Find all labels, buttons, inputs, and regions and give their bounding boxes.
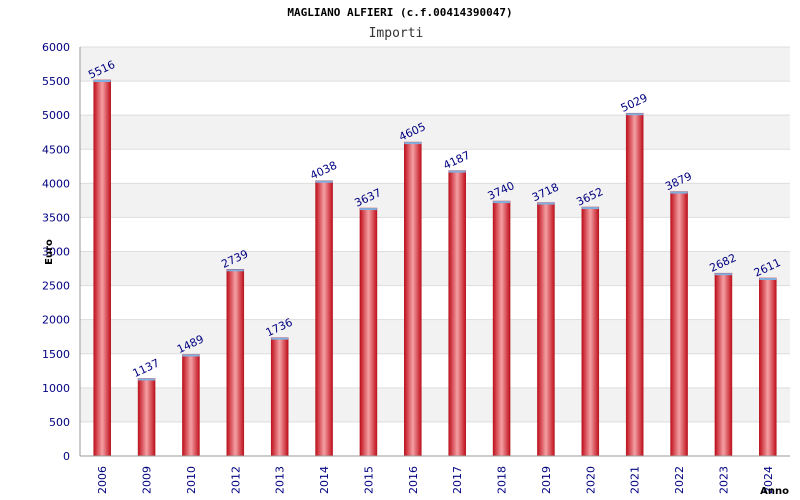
y-tick-label: 3500 <box>42 211 70 224</box>
y-tick-label: 1000 <box>42 382 70 395</box>
bar-2019 <box>537 202 555 457</box>
bar-top-2009 <box>138 378 156 381</box>
bar-2006 <box>93 79 111 457</box>
x-tick-label: 2015 <box>362 466 375 494</box>
bars <box>93 79 777 457</box>
bar-2016 <box>404 141 422 457</box>
bar-top-2014 <box>315 180 333 183</box>
x-tick-label: 2006 <box>96 466 109 494</box>
bar-top-2006 <box>93 79 111 82</box>
bar-top-2017 <box>448 170 466 173</box>
chart-title: MAGLIANO ALFIERI (c.f.00414390047) <box>287 6 512 19</box>
data-label-2014: 4038 <box>308 159 339 183</box>
bar-top-2023 <box>714 273 732 276</box>
x-tick-label: 2021 <box>629 466 642 494</box>
bar-2023 <box>714 272 733 457</box>
x-tick-label: 2024 <box>762 466 775 494</box>
bar-top-2018 <box>493 201 511 204</box>
bar-top-2010 <box>182 354 200 357</box>
bar-top-2024 <box>759 278 777 281</box>
grid-band <box>80 47 790 82</box>
x-tick-label: 2023 <box>717 466 730 494</box>
x-tick-label: 2013 <box>274 466 287 494</box>
bar-top-2022 <box>670 191 688 194</box>
bar-2013 <box>270 337 289 457</box>
x-tick-label: 2012 <box>229 466 242 494</box>
bar-top-2020 <box>581 207 599 210</box>
y-tick-label: 500 <box>49 416 70 429</box>
bar-top-2019 <box>537 202 555 205</box>
x-tick-label: 2009 <box>141 466 154 494</box>
grid-band <box>80 115 790 150</box>
bar-2015 <box>359 207 378 457</box>
y-tick-label: 0 <box>63 450 70 463</box>
bar-2018 <box>492 200 511 457</box>
y-tick-label: 2500 <box>42 280 70 293</box>
bar-top-2013 <box>271 337 289 340</box>
data-label-2021: 5029 <box>619 91 650 115</box>
chart-subtitle: Importi <box>369 26 424 41</box>
bar-2017 <box>448 170 466 457</box>
data-label-2009: 1137 <box>131 357 162 381</box>
x-tick-label: 2022 <box>673 466 686 494</box>
data-label-2017: 4187 <box>441 149 472 173</box>
bar-top-2012 <box>226 269 244 272</box>
bar-2021 <box>625 112 644 457</box>
bar-2022 <box>670 191 688 457</box>
bar-top-2015 <box>359 208 377 211</box>
y-tick-label: 5500 <box>42 75 70 88</box>
x-axis-label: Anno <box>760 486 789 497</box>
y-tick-label: 6000 <box>42 41 70 54</box>
y-axis-ticks: 0 500 1000 1500 2000 2500 3000 3500 4000 4500 5000… <box>42 41 70 463</box>
x-tick-label: 2019 <box>540 466 553 494</box>
bar-2014 <box>315 180 333 457</box>
y-tick-label: 1500 <box>42 348 70 361</box>
bar-top-2016 <box>404 142 422 145</box>
y-tick-label: 5000 <box>42 109 70 122</box>
x-tick-label: 2020 <box>584 466 597 494</box>
bar-2010 <box>182 354 200 457</box>
bar-top-2021 <box>626 113 644 116</box>
bar-2020 <box>581 206 600 457</box>
x-tick-label: 2018 <box>496 466 509 494</box>
bar-2009 <box>137 378 156 457</box>
y-tick-label: 4000 <box>42 177 70 190</box>
y-tick-label: 2000 <box>42 314 70 327</box>
x-tick-label: 2017 <box>451 466 464 494</box>
y-axis-label: Euro <box>44 239 55 265</box>
x-tick-label: 2014 <box>318 466 331 494</box>
bar-2012 <box>226 269 245 457</box>
bar-2024 <box>759 277 777 457</box>
y-tick-label: 4500 <box>42 143 70 156</box>
x-tick-label: 2010 <box>185 466 198 494</box>
x-axis-ticks: 2006 2009 2010 2012 2013 2014 2015 2016 2017 2018… <box>96 466 775 494</box>
x-tick-label: 2016 <box>407 466 420 494</box>
y-tick-label: 3000 <box>42 246 70 259</box>
